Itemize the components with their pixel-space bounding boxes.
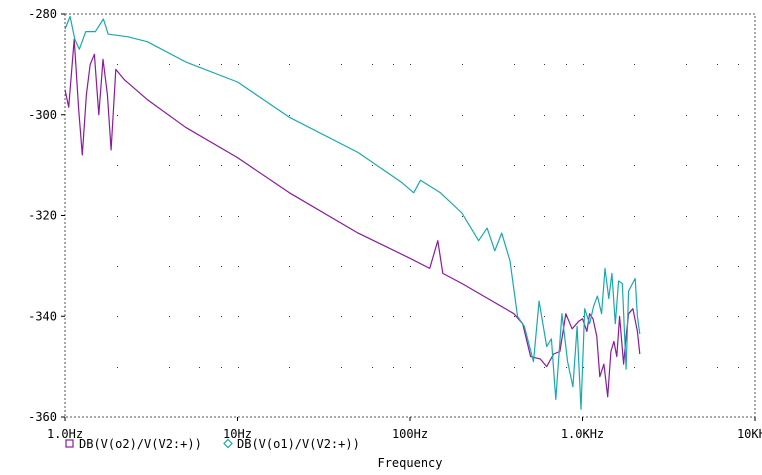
- plot-frame: [64, 13, 756, 418]
- grid: [117, 64, 739, 368]
- y-axis-tick-labels: -280 -300 -320 -340 -360: [28, 7, 57, 424]
- legend-label: DB(V(o1)/V(V2:+)): [237, 437, 360, 451]
- legend-marker-square: [65, 439, 74, 448]
- x-axis-label: Frequency: [377, 456, 442, 470]
- x-tick-label: 10Hz: [223, 427, 252, 441]
- series-line-1: [64, 38, 641, 398]
- x-tick-label: 10KHz: [737, 427, 762, 441]
- grid-dots: [117, 64, 739, 368]
- legend: DB(V(o2)/V(V2:+)) DB(V(o1)/V(V2:+)): [65, 437, 360, 451]
- legend-marker-diamond: [223, 438, 233, 449]
- series-lines: [64, 15, 641, 410]
- x-tick-label: 1.0KHz: [561, 427, 604, 441]
- tick-marks: [61, 13, 756, 421]
- legend-label: DB(V(o2)/V(V2:+)): [79, 437, 202, 451]
- x-tick-label: 100Hz: [392, 427, 428, 441]
- y-tick-label: -300: [28, 108, 57, 122]
- y-tick-label: -340: [28, 309, 57, 323]
- y-tick-label: -360: [28, 410, 57, 424]
- y-tick-label: -320: [28, 209, 57, 223]
- series-line-2: [64, 15, 641, 410]
- x-axis-tick-labels: 1.0Hz 10Hz 100Hz 1.0KHz 10KHz: [47, 427, 762, 441]
- x-tick-label: 1.0Hz: [47, 427, 83, 441]
- y-tick-label: -280: [28, 7, 57, 21]
